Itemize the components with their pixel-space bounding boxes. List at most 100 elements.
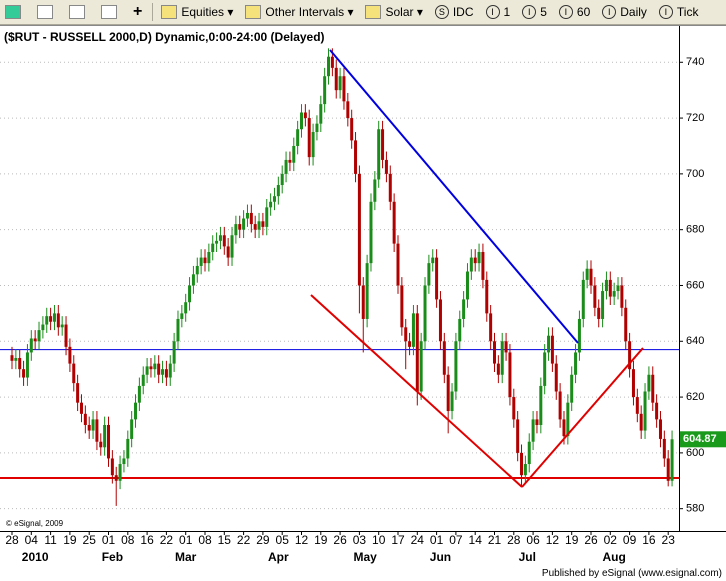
candle-body	[477, 251, 481, 264]
candle-body	[612, 291, 616, 297]
add-button[interactable]: +	[133, 3, 143, 20]
candle-body	[570, 374, 574, 403]
candle-body	[585, 268, 589, 280]
candle-body	[265, 207, 269, 227]
x-tick-label: 06	[526, 533, 540, 547]
tool-button[interactable]	[96, 1, 126, 23]
candle-body	[33, 338, 37, 342]
candle-body	[651, 374, 655, 403]
candle-body	[307, 118, 311, 158]
x-tick-label: 16	[140, 533, 154, 547]
candle-body	[10, 355, 14, 361]
candle-body	[245, 212, 249, 219]
candle-body	[323, 76, 327, 105]
interval-button[interactable]: I Daily	[597, 1, 652, 23]
candle-body	[493, 341, 496, 364]
candle-body	[539, 385, 543, 425]
candle-body	[114, 475, 118, 481]
x-tick-label: 25	[83, 533, 97, 547]
x-tick-label: 09	[623, 533, 637, 547]
candle-body	[458, 318, 462, 342]
candle-body	[141, 374, 145, 386]
y-tick-label: 680	[686, 224, 704, 236]
candle-body	[473, 257, 477, 264]
candle-body	[504, 341, 508, 353]
candle-body	[49, 316, 53, 322]
candle-body	[122, 458, 126, 465]
candle-body	[647, 374, 651, 392]
trend-line	[310, 294, 523, 488]
candle-body	[68, 346, 72, 364]
candle-body	[72, 363, 76, 384]
candle-body	[550, 335, 554, 364]
x-tick-label: 08	[121, 533, 135, 547]
candle-body	[203, 257, 207, 264]
candle-body	[45, 316, 49, 325]
interval-label: 60	[576, 5, 591, 19]
candle-body	[419, 341, 423, 392]
candle-body	[180, 313, 184, 319]
tool-button[interactable]	[64, 1, 94, 23]
candle-body	[37, 330, 41, 342]
candle-body	[346, 101, 350, 119]
x-tick-label: 12	[295, 533, 309, 547]
candle-body	[126, 438, 130, 459]
tool-button[interactable]	[0, 1, 30, 23]
x-tick-label: 14	[469, 533, 483, 547]
candle-body	[516, 419, 520, 453]
candle-body	[207, 251, 211, 264]
candle-body	[176, 318, 180, 342]
candle-body	[76, 383, 80, 403]
candle-body	[454, 341, 458, 392]
candle-body	[566, 402, 570, 437]
candle-body	[577, 318, 581, 353]
candle-body	[400, 285, 404, 328]
month-label: Mar	[175, 550, 197, 564]
candle-body	[315, 123, 319, 133]
interval-button[interactable]: I Tick	[654, 1, 704, 23]
candle-body	[292, 145, 296, 163]
interval-button[interactable]: S IDC	[430, 1, 479, 23]
candle-body	[303, 112, 307, 119]
candle-body	[481, 251, 485, 280]
candle-body	[188, 285, 192, 303]
candle-body	[222, 235, 226, 247]
last-price-box	[680, 431, 726, 448]
candle-body	[338, 76, 342, 91]
menu-label: Other Intervals	[265, 5, 345, 19]
menu-button[interactable]: Other Intervals ▾	[240, 1, 358, 23]
candle-body	[161, 369, 165, 375]
candle-body	[230, 235, 234, 258]
menu-button[interactable]: Solar ▾	[360, 1, 427, 23]
candle-body	[404, 327, 408, 342]
separator	[152, 3, 154, 21]
candle-body	[423, 285, 427, 342]
candle-body	[41, 324, 45, 331]
tool-button[interactable]	[32, 1, 62, 23]
candle-body	[149, 366, 153, 370]
month-label: 2010	[22, 550, 49, 564]
month-label: Jul	[519, 550, 536, 564]
interval-button[interactable]: I 60	[554, 1, 595, 23]
candle-body	[512, 397, 516, 420]
candle-body	[535, 419, 539, 425]
trend-line	[521, 347, 644, 488]
candle-body	[662, 438, 666, 459]
candle-body	[431, 257, 435, 264]
candle-body	[284, 159, 288, 174]
x-tick-label: 07	[449, 533, 463, 547]
x-tick-label: 15	[218, 533, 232, 547]
x-tick-label: 22	[160, 533, 174, 547]
x-tick-label: 02	[604, 533, 618, 547]
candle-body	[392, 201, 396, 244]
x-tick-label: 01	[102, 533, 116, 547]
x-tick-label: 11	[44, 533, 57, 547]
candle-body	[628, 341, 632, 370]
candle-body	[25, 352, 29, 378]
menu-button[interactable]: Equities ▾	[156, 1, 238, 23]
candle-body	[226, 246, 230, 258]
candle-body	[396, 243, 400, 286]
candle-body	[99, 441, 103, 448]
